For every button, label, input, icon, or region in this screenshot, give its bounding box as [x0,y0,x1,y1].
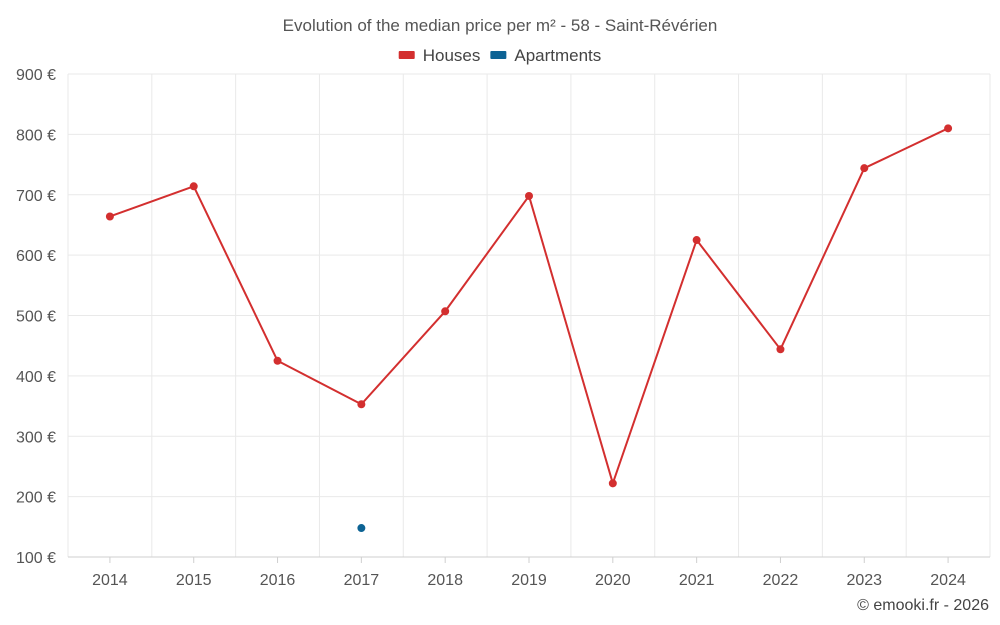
y-tick-label: 200 € [16,490,56,507]
y-tick-label: 600 € [16,248,56,265]
legend-label-apartments: Apartments [514,46,601,65]
x-tick-label: 2019 [511,572,547,589]
x-tick-label: 2015 [176,572,212,589]
y-tick-label: 800 € [16,127,56,144]
houses-point[interactable] [944,124,953,133]
houses-point[interactable] [525,191,533,200]
x-tick-label: 2022 [763,572,799,589]
x-tick-label: 2020 [595,572,631,589]
legend-swatch-apartments [490,51,507,59]
legend[interactable]: Houses Apartments [398,46,602,65]
x-tick-label: 2016 [260,572,296,589]
houses-point[interactable] [608,479,617,488]
houses-point[interactable] [357,400,366,409]
x-axis: 2014 2015 2016 2017 2018 2019 2020 2021 2022 2023… [68,556,990,589]
x-tick-label: 2014 [92,572,128,589]
legend-swatch-houses [398,51,415,59]
apartments-point[interactable] [357,524,366,533]
x-tick-label: 2023 [846,572,882,589]
y-tick-label: 700 € [16,188,56,205]
x-tick-label: 2024 [930,572,966,589]
legend-label-houses: Houses [423,46,481,65]
houses-point[interactable] [105,212,114,221]
houses-point[interactable] [860,164,869,173]
y-axis: 100 € 200 € 300 € 400 € 500 € 600 € 700 € 800 €… [16,67,56,567]
x-tick-label: 2018 [427,572,463,589]
y-tick-label: 400 € [16,369,56,386]
x-tick-label: 2021 [679,572,715,589]
y-tick-label: 300 € [16,429,56,446]
y-tick-label: 100 € [16,550,56,567]
grid [67,73,991,557]
houses-point[interactable] [776,345,785,354]
y-tick-label: 500 € [16,309,56,326]
houses-point[interactable] [441,307,450,316]
x-tick-label: 2017 [344,572,380,589]
houses-point[interactable] [273,356,282,365]
legend-item-houses[interactable]: Houses [398,46,481,65]
series-layer [105,124,953,533]
houses-point[interactable] [692,236,701,245]
houses-point[interactable] [189,182,198,191]
y-tick-label: 900 € [16,67,56,84]
chart-title: Evolution of the median price per m² - 5… [283,16,718,35]
credit-text: © emooki.fr - 2026 [857,597,989,614]
legend-item-apartments[interactable]: Apartments [490,46,601,65]
